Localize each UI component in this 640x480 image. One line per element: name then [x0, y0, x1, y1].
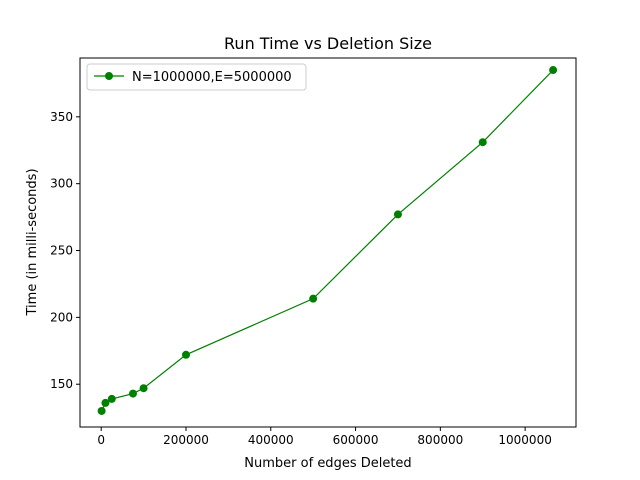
y-tick-label: 300 — [50, 177, 73, 191]
legend-entry: N=1000000,E=5000000 — [132, 70, 292, 85]
x-tick-label: 400000 — [248, 433, 294, 447]
y-tick-label: 200 — [50, 310, 73, 324]
data-point — [128, 389, 137, 398]
y-tick-label: 250 — [50, 244, 73, 258]
legend-marker-swatch — [105, 72, 113, 80]
y-tick-label: 350 — [50, 110, 73, 124]
data-point — [107, 394, 116, 403]
data-point — [181, 350, 190, 359]
data-point — [139, 384, 148, 393]
x-tick-label: 800000 — [417, 433, 463, 447]
data-point — [101, 398, 110, 407]
y-axis: 150 200 250 300 350 — [50, 110, 80, 391]
x-tick-label: 600000 — [333, 433, 379, 447]
legend: N=1000000,E=5000000 — [86, 63, 307, 91]
data-point — [478, 138, 487, 147]
x-tick-label: 0 — [97, 433, 105, 447]
y-axis-label: Time (in milli-seconds) — [25, 168, 40, 316]
plot-frame — [79, 57, 577, 428]
series-line — [101, 69, 554, 412]
chart-title: Run Time vs Deletion Size — [224, 34, 432, 53]
x-axis-label: Number of edges Deleted — [244, 456, 411, 471]
legend-box — [86, 63, 307, 91]
data-point — [97, 406, 106, 415]
data-point — [393, 210, 402, 219]
x-tick-label: 200000 — [163, 433, 209, 447]
data-point — [309, 294, 318, 303]
x-axis: 0 200000 400000 600000 800000 1000000 — [97, 427, 552, 447]
data-point — [549, 66, 558, 75]
y-tick-label: 150 — [50, 377, 73, 391]
x-tick-label: 1000000 — [498, 433, 551, 447]
